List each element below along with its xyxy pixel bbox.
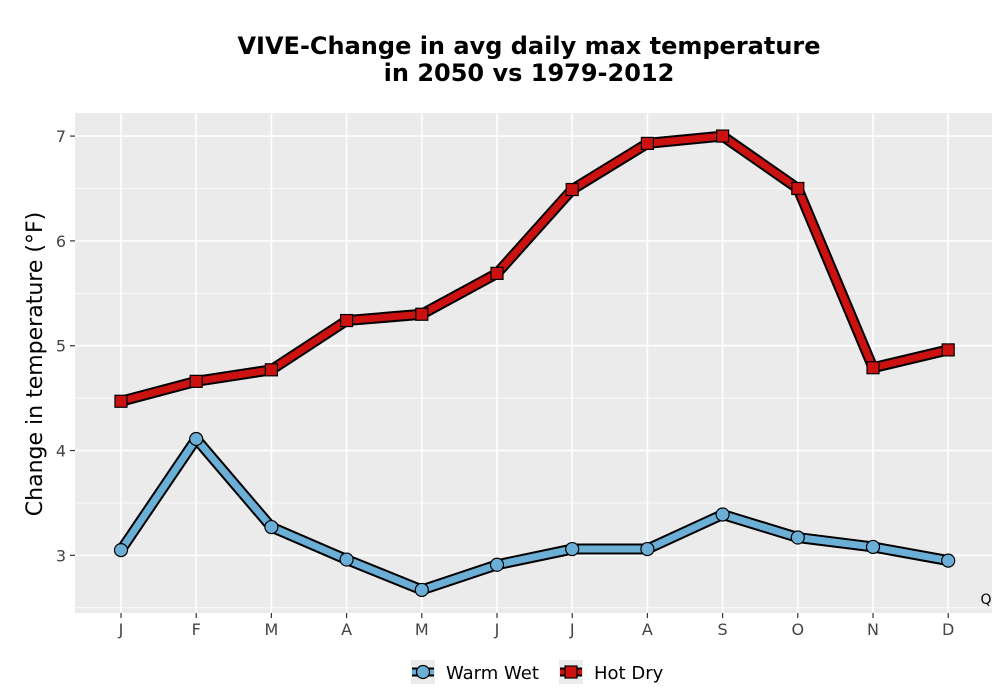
corner-label: Q — [980, 592, 991, 608]
warm-wet-point — [790, 530, 805, 545]
hot-dry-line — [117, 132, 952, 405]
legend-label-hot-dry: Hot Dry — [594, 663, 664, 684]
warm-wet-point — [414, 582, 429, 598]
legend-key-hot-dry-marker — [564, 665, 578, 679]
axis-layer: 3 4 5 6 7 J F M A M J J A S O N D — [56, 127, 955, 639]
hot-dry-point — [866, 361, 880, 375]
warm-wet-point — [941, 553, 956, 568]
hot-dry-point — [415, 307, 429, 321]
x-tick-label: D — [942, 620, 954, 639]
warm-wet-point — [640, 541, 655, 557]
x-tick-label: J — [569, 620, 575, 639]
x-tick-label: N — [867, 620, 879, 639]
hot-dry-point — [565, 182, 579, 197]
warm-wet-point — [565, 541, 580, 557]
x-tick-label: M — [415, 620, 429, 639]
x-tick-label: J — [494, 620, 500, 639]
series-layer — [113, 129, 956, 598]
hot-dry-point — [941, 343, 955, 357]
hot-dry-point — [189, 374, 203, 388]
hot-dry-point — [715, 129, 730, 143]
hot-dry-point — [791, 181, 805, 196]
hot-dry-point — [340, 313, 354, 328]
legend: Warm Wet Hot Dry — [411, 660, 664, 684]
hot-dry-point — [640, 136, 655, 150]
warm-wet-point — [339, 552, 354, 567]
plot-panel — [75, 113, 992, 613]
warm-wet-point — [113, 543, 129, 558]
x-tick-label: F — [192, 620, 201, 639]
warm-wet-point — [865, 539, 881, 555]
warm-wet-line — [117, 435, 952, 594]
x-tick-label: A — [341, 620, 352, 639]
x-tick-label: S — [718, 620, 728, 639]
warm-wet-point — [489, 557, 505, 572]
legend-key-warm-wet-marker — [415, 664, 431, 680]
warm-wet-point — [715, 507, 730, 522]
y-tick-label: 4 — [56, 442, 66, 461]
x-tick-label: A — [642, 620, 653, 639]
chart-title-line-2: in 2050 vs 1979-2012 — [384, 59, 675, 87]
hot-dry-point — [490, 266, 504, 280]
x-tick-label: M — [264, 620, 278, 639]
y-tick-label: 5 — [56, 337, 66, 356]
hot-dry-point — [264, 363, 278, 377]
x-tick-label: J — [118, 620, 124, 639]
y-tick-label: 6 — [56, 232, 66, 251]
warm-wet-point — [189, 431, 204, 447]
warm-wet-point — [264, 519, 279, 535]
legend-label-warm-wet: Warm Wet — [446, 663, 539, 684]
y-tick-label: 3 — [56, 546, 66, 565]
y-axis-title: Change in temperature (°F) — [23, 212, 48, 516]
x-tick-label: O — [792, 620, 805, 639]
y-tick-label: 7 — [56, 127, 66, 146]
hot-dry-point — [114, 394, 128, 408]
chart-title-line-1: VIVE-Change in avg daily max temperature — [237, 32, 820, 60]
